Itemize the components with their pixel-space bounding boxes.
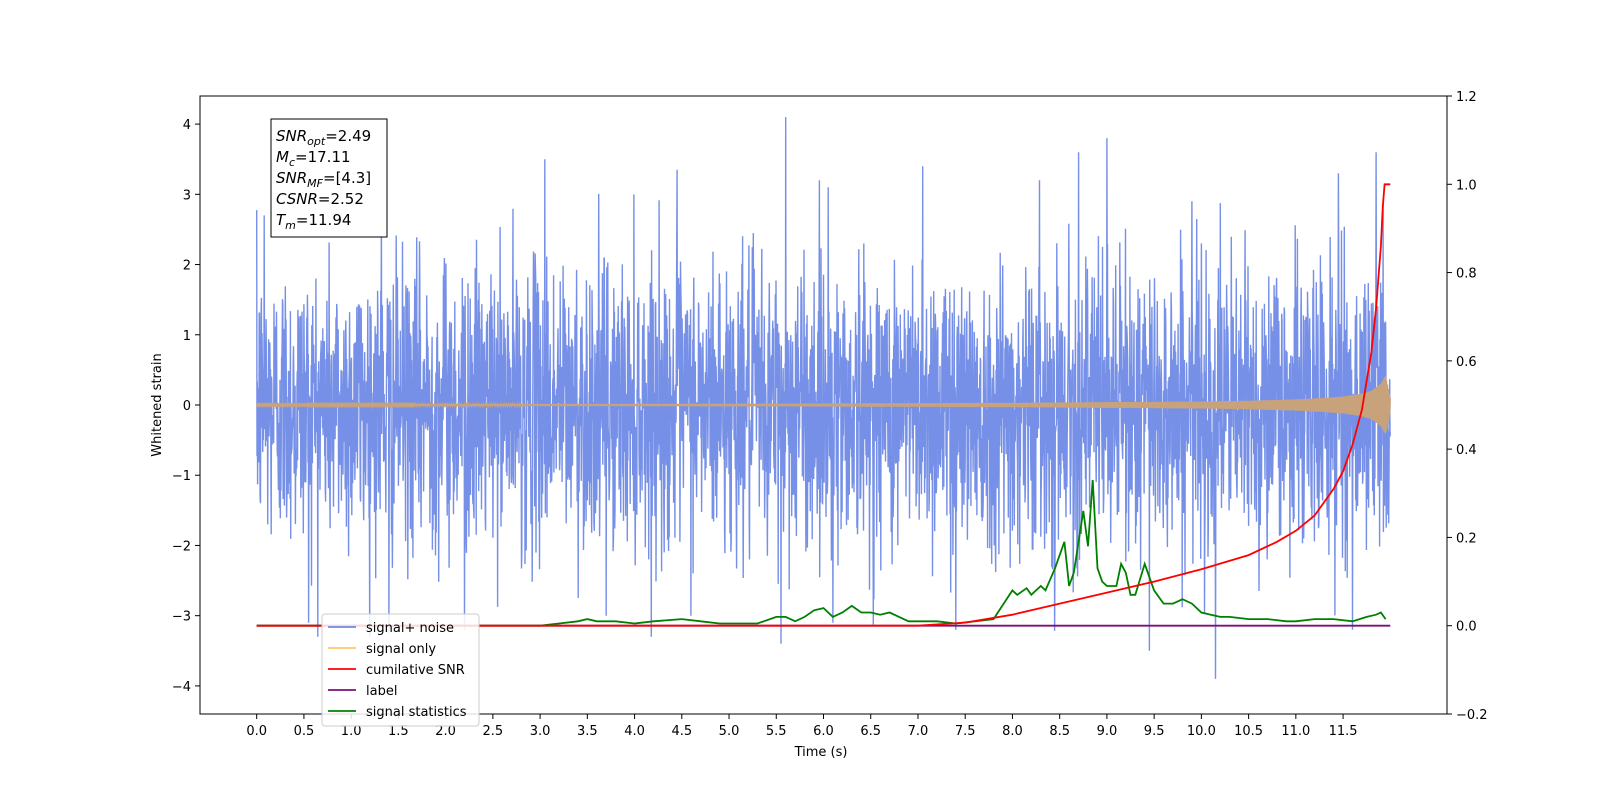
series-cumulative-snr (256, 183, 1391, 627)
annotation-line: Mc=17.11 (276, 148, 351, 169)
x-tick-label: 0.0 (246, 724, 267, 739)
y2-tick-label: 0.4 (1456, 443, 1477, 458)
y2-tick-label: 1.2 (1456, 90, 1477, 105)
legend-label: cumilative SNR (366, 663, 465, 678)
x-tick-label: 11.0 (1281, 724, 1310, 739)
series-signal-only (256, 375, 1391, 434)
x-axis-label: Time (s) (794, 745, 848, 760)
legend-label: signal+ noise (366, 621, 454, 636)
y-tick-label: −1 (172, 469, 191, 484)
x-tick-label: 2.0 (435, 724, 456, 739)
x-tick-label: 6.0 (813, 724, 834, 739)
x-tick-label: 4.5 (671, 724, 692, 739)
x-tick-label: 9.5 (1144, 724, 1165, 739)
y-tick-label: 2 (183, 259, 191, 274)
x-tick-label: 1.0 (341, 724, 362, 739)
y-tick-label: 0 (183, 399, 191, 414)
y2-tick-label: −0.2 (1456, 708, 1488, 723)
x-tick-label: 10.5 (1234, 724, 1263, 739)
x-axis: 0.0 0.5 1.0 1.5 2.0 2.5 3.0 3.5 4.0 4.5 5.0 5.5 6.0 6… (246, 714, 1358, 739)
y-tick-label: −4 (172, 680, 191, 695)
legend-label: label (366, 684, 397, 699)
y2-tick-label: 0.8 (1456, 267, 1477, 282)
y-axis-left: 4 3 2 1 0 −1 −2 −3 −4 (172, 118, 200, 695)
y-axis-right: 1.2 1.0 0.8 0.6 0.4 0.2 0.0 −0.2 (1447, 90, 1488, 723)
x-tick-label: 4.0 (624, 724, 645, 739)
annotation-line: CSNR=2.52 (276, 190, 364, 208)
annotation-line: Tm=11.94 (276, 211, 351, 232)
y2-tick-label: 1.0 (1456, 178, 1477, 193)
annotation-frame (270, 118, 388, 238)
y2-tick-label: 0.6 (1456, 355, 1477, 370)
x-tick-label: 0.5 (294, 724, 315, 739)
legend-frame (321, 613, 480, 727)
x-tick-label: 8.0 (1002, 724, 1023, 739)
y-tick-label: −3 (172, 610, 191, 625)
y2-tick-label: 0.0 (1456, 620, 1477, 635)
y-tick-label: 1 (183, 329, 191, 344)
legend-label: signal only (366, 642, 436, 657)
x-tick-label: 6.5 (860, 724, 881, 739)
series-signal-statistics (256, 479, 1387, 627)
x-tick-label: 7.5 (955, 724, 976, 739)
series-layer (256, 117, 1391, 679)
x-tick-label: 1.5 (388, 724, 409, 739)
annotation-line: SNRopt=2.49 (276, 127, 371, 148)
y-tick-label: 4 (183, 118, 191, 133)
legend-label: signal statistics (366, 705, 467, 720)
x-tick-label: 5.0 (719, 724, 740, 739)
x-tick-label: 5.5 (766, 724, 787, 739)
x-tick-label: 11.5 (1329, 724, 1358, 739)
x-tick-label: 8.5 (1049, 724, 1070, 739)
x-tick-label: 3.5 (577, 724, 598, 739)
x-tick-label: 10.0 (1187, 724, 1216, 739)
legend: signal+ noise signal only cumilative SNR la… (321, 613, 480, 727)
y2-tick-label: 0.2 (1456, 531, 1477, 546)
x-tick-label: 7.0 (908, 724, 929, 739)
y-axis-label: Whitened strain (150, 353, 165, 456)
x-tick-label: 3.0 (530, 724, 551, 739)
series-signal-plus-noise (256, 117, 1391, 679)
y-tick-label: −2 (172, 539, 191, 554)
x-tick-label: 9.0 (1097, 724, 1118, 739)
y-tick-label: 3 (183, 188, 191, 203)
x-tick-label: 2.5 (483, 724, 504, 739)
annotation-line: SNRMF=[4.3] (276, 169, 371, 190)
